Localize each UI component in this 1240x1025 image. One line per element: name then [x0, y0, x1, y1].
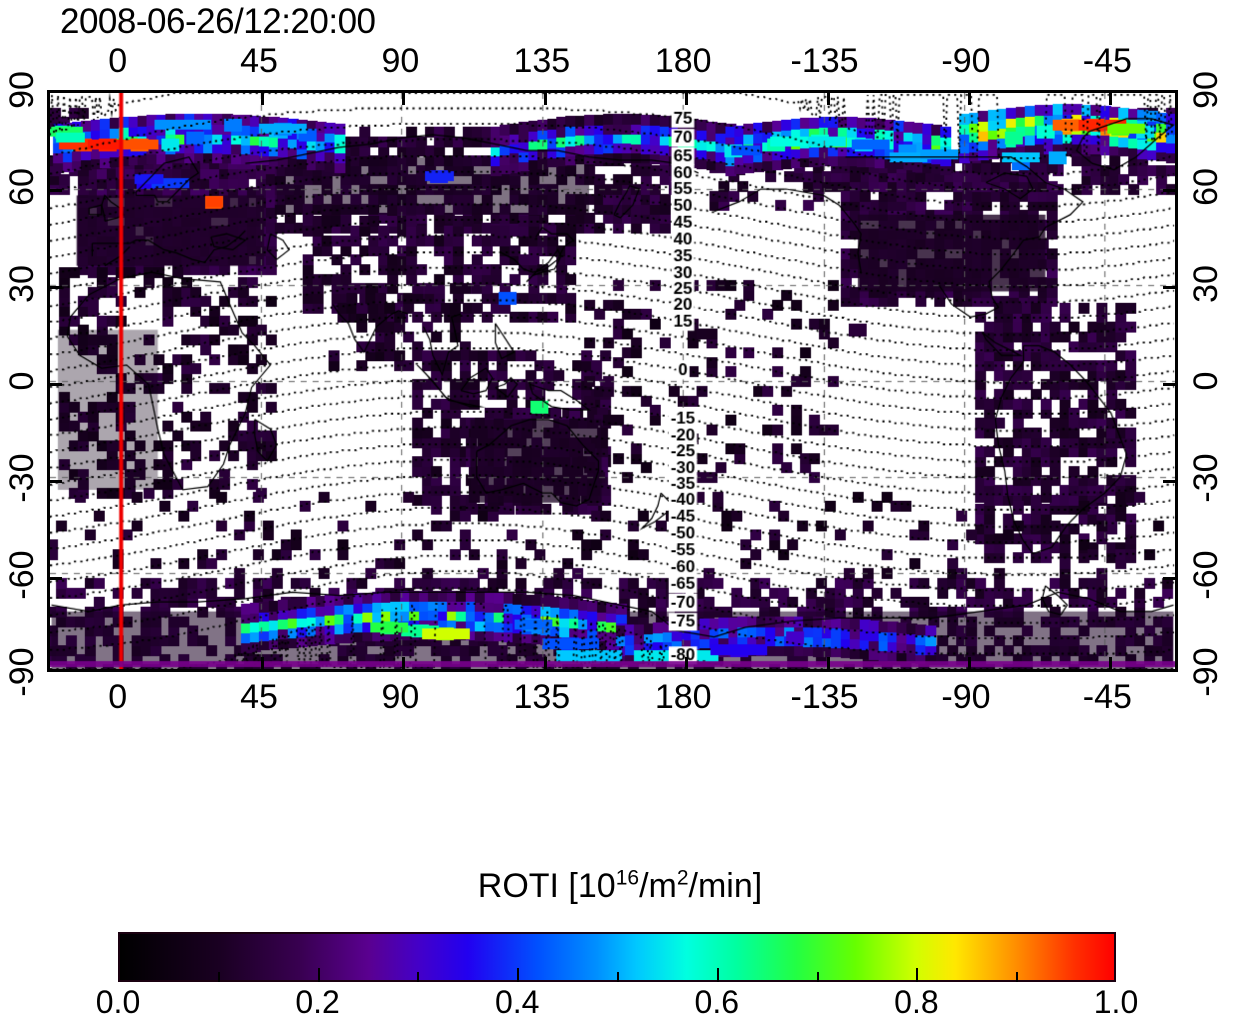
- colorbar-tick-labels: 0.0 0.2 0.4 0.6 0.8 1.0: [96, 984, 1138, 1025]
- colorbar-tick-label: 0.4: [494, 984, 540, 1020]
- axis-major-tick: [685, 657, 689, 669]
- axis-major-tick: [1163, 286, 1175, 289]
- axis-tick-label: 30: [3, 265, 41, 303]
- axis-tick-label: 60: [3, 168, 41, 206]
- axis-major-tick: [1163, 577, 1175, 580]
- axis-tick-label: 135: [513, 42, 571, 80]
- axis-tick-label: 60: [1187, 168, 1225, 206]
- axis-tick-label: 180: [654, 678, 712, 716]
- axis-major-tick: [967, 657, 971, 669]
- axis-tick-label: 0: [108, 42, 128, 80]
- colorbar-title-exponent2: 2: [676, 866, 689, 890]
- axis-tick-label: 30: [1187, 265, 1225, 303]
- bottom-longitude-axis: 0 45 90 135 180 -135 -90 -45: [47, 680, 1178, 720]
- colorbar-minor-tick: [517, 968, 520, 982]
- axis-major-tick: [1163, 480, 1175, 483]
- colorbar-minor-tick: [916, 968, 919, 982]
- axis-major-tick: [402, 93, 406, 105]
- axis-tick-label: -135: [790, 678, 859, 716]
- axis-major-tick: [50, 383, 62, 386]
- colorbar-minor-tick: [716, 968, 719, 982]
- axis-tick-label: 0: [1187, 371, 1225, 391]
- colorbar-tick-label: 1.0: [1093, 984, 1139, 1020]
- axis-major-tick: [967, 93, 971, 105]
- colorbar-minor-tick: [417, 972, 420, 982]
- colorbar-tick-label: 0.6: [694, 984, 740, 1020]
- axis-major-tick: [826, 657, 830, 669]
- axis-tick-label: 90: [1187, 71, 1225, 109]
- colorbar-minor-tick: [816, 972, 819, 982]
- colorbar: [118, 932, 1116, 982]
- colorbar-tick-label: 0.0: [95, 984, 141, 1020]
- axis-tick-label: 45: [240, 678, 278, 716]
- axis-tick-label: -60: [3, 550, 41, 600]
- axis-tick-label: -90: [3, 647, 41, 697]
- axis-major-tick: [826, 93, 830, 105]
- left-latitude-axis: 90 60 30 0 -30 -60 -90: [0, 71, 44, 696]
- axis-major-tick: [1109, 657, 1113, 669]
- axis-tick-label: -45: [1082, 42, 1132, 80]
- axis-major-tick: [543, 93, 547, 105]
- colorbar-title-tail2: /min]: [688, 867, 763, 905]
- axis-major-tick: [50, 189, 62, 192]
- axis-tick-label: 0: [108, 678, 128, 716]
- colorbar-tick-label: 0.8: [894, 984, 939, 1020]
- axis-tick-label: 180: [654, 42, 712, 80]
- colorbar-minor-tick: [1016, 972, 1019, 982]
- top-longitude-axis: 0 45 90 135 180 -135 -90 -45: [47, 44, 1178, 84]
- axis-major-tick: [261, 93, 265, 105]
- axis-tick-label: -90: [941, 42, 991, 80]
- colorbar-tick-label: 0.2: [295, 984, 340, 1020]
- axis-tick-label: 90: [381, 42, 420, 80]
- axis-tick-label: 90: [3, 71, 41, 109]
- axis-tick-label: -90: [941, 678, 991, 716]
- axis-major-tick: [261, 657, 265, 669]
- axis-tick-label: 90: [381, 678, 420, 716]
- axis-major-tick: [50, 577, 62, 580]
- colorbar-title-exponent: 16: [615, 866, 640, 890]
- axis-major-tick: [543, 657, 547, 669]
- axis-tick-label: -30: [1187, 453, 1225, 503]
- axis-tick-label: 0: [3, 371, 41, 391]
- axis-major-tick: [50, 286, 62, 289]
- axis-tick-label: -90: [1187, 647, 1225, 697]
- right-latitude-axis: 90 60 30 0 -30 -60 -90: [1182, 71, 1230, 696]
- colorbar-minor-tick: [217, 972, 220, 982]
- colorbar-title-tail: /m: [639, 867, 677, 905]
- axis-tick-label: 45: [240, 42, 278, 80]
- axis-major-tick: [1163, 383, 1175, 386]
- colorbar-title: ROTI [1016/m2/min]: [0, 868, 1240, 904]
- axis-tick-label: 135: [513, 678, 571, 716]
- axis-major-tick: [1109, 93, 1113, 105]
- axis-major-tick: [1163, 189, 1175, 192]
- colorbar-minor-tick: [617, 972, 619, 982]
- roti-heatmap-canvas: [50, 93, 1175, 669]
- axis-tick-label: -135: [790, 42, 859, 80]
- colorbar-minor-tick: [317, 968, 320, 982]
- axis-major-tick: [685, 93, 689, 105]
- colorbar-title-main: ROTI [10: [477, 867, 616, 905]
- axis-major-tick: [50, 480, 62, 483]
- axis-tick-label: -45: [1082, 678, 1132, 716]
- axis-major-tick: [402, 657, 406, 669]
- axis-tick-label: -30: [3, 453, 41, 503]
- map-plot-frame: [47, 90, 1178, 672]
- axis-tick-label: -60: [1187, 550, 1225, 600]
- page-title: 2008-06-26/12:20:00: [60, 2, 376, 41]
